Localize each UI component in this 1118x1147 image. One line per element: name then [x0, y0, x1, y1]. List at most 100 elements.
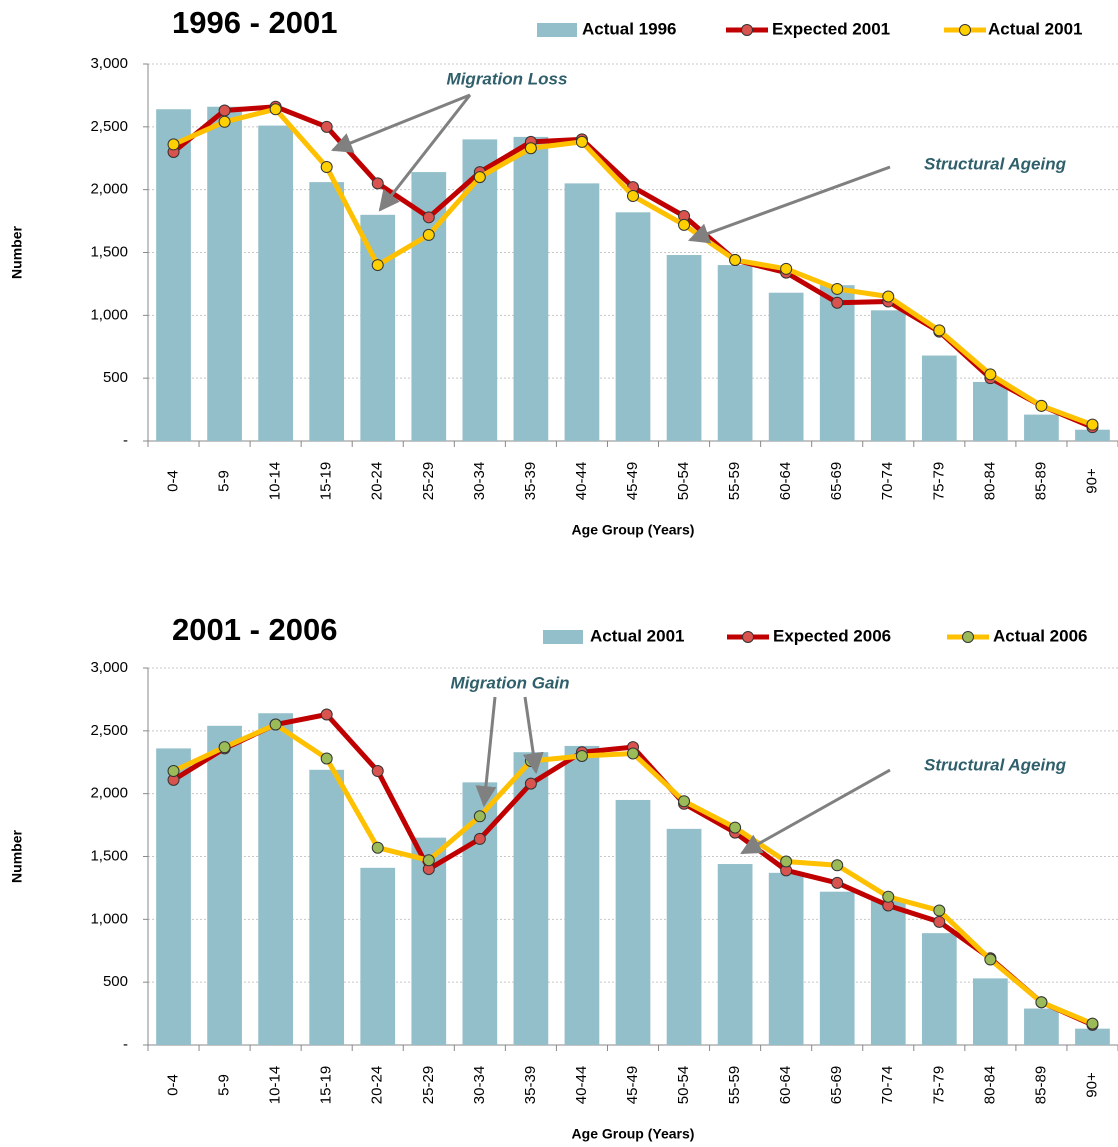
- x-tick-label: 65-69: [828, 1066, 845, 1104]
- y-axis-label: Number: [9, 226, 25, 279]
- x-tick-label: 35-39: [522, 1066, 539, 1104]
- bar: [973, 381, 1008, 441]
- bar: [768, 872, 804, 1045]
- x-tick-label: 25-29: [420, 1066, 437, 1104]
- x-tick-label: 20-24: [369, 462, 386, 500]
- legend-marker: [959, 24, 971, 36]
- bar: [870, 900, 906, 1045]
- line-marker: [218, 104, 231, 117]
- line-marker: [320, 120, 333, 133]
- line-marker: [831, 282, 844, 295]
- x-tick-label: 45-49: [624, 462, 641, 500]
- legend-label: Actual 2001: [590, 626, 685, 645]
- line-marker: [729, 254, 742, 267]
- bar: [921, 933, 957, 1045]
- bar: [1024, 1008, 1059, 1045]
- line-marker: [422, 228, 435, 241]
- x-tick-label: 55-59: [726, 462, 743, 500]
- bar: [717, 864, 753, 1045]
- line-marker: [831, 876, 844, 889]
- bar: [309, 182, 345, 442]
- bar: [156, 109, 191, 442]
- bar: [156, 748, 191, 1045]
- line-marker: [320, 708, 333, 721]
- annotation-arrow: [331, 93, 471, 153]
- x-tick-label: 50-54: [675, 462, 692, 500]
- y-tick-label: 500: [103, 973, 128, 990]
- x-tick-label: 20-24: [369, 1066, 386, 1104]
- line-marker: [269, 718, 282, 731]
- x-tick-label: 75-79: [930, 1066, 947, 1104]
- bar: [870, 310, 906, 441]
- y-tick-label: 2,500: [90, 118, 128, 135]
- x-tick-label: 70-74: [879, 462, 896, 500]
- bar: [564, 745, 600, 1045]
- annotation: Structural Ageing: [924, 755, 1067, 774]
- x-tick-label: 0-4: [164, 470, 181, 492]
- legend-label: Actual 2001: [988, 19, 1083, 38]
- annotation: Migration Loss: [447, 69, 568, 88]
- bar: [564, 183, 600, 441]
- bar: [615, 799, 651, 1045]
- line-marker: [422, 854, 435, 867]
- annotation: Structural Ageing: [924, 154, 1067, 173]
- annotation-arrow: [688, 165, 891, 244]
- bar: [360, 867, 396, 1045]
- y-tick-label: 1,000: [90, 306, 128, 323]
- x-tick-label: 90+: [1083, 468, 1100, 494]
- legend-swatch: [543, 630, 583, 644]
- bar: [819, 891, 855, 1045]
- x-tick-label: 85-89: [1032, 462, 1049, 500]
- x-tick-label: 45-49: [624, 1066, 641, 1104]
- y-tick-label: 1,000: [90, 910, 128, 927]
- legend-label: Expected 2006: [773, 626, 891, 645]
- line-marker: [780, 855, 793, 868]
- bar: [819, 285, 855, 441]
- bar: [207, 106, 242, 441]
- y-axis-label: Number: [9, 830, 25, 883]
- line-marker: [678, 795, 691, 808]
- annotation-arrow: [475, 696, 497, 808]
- line-marker: [320, 752, 333, 765]
- x-tick-label: 60-64: [777, 462, 794, 500]
- line-marker: [627, 189, 639, 202]
- x-tick-label: 55-59: [726, 1066, 743, 1104]
- bar: [309, 769, 345, 1045]
- bar: [207, 725, 242, 1045]
- line-marker: [984, 368, 997, 381]
- y-tick-label: -: [123, 432, 128, 449]
- x-axis-label: Age Group (Years): [572, 522, 695, 538]
- line-marker: [729, 821, 742, 834]
- annotation-arrow: [378, 94, 472, 212]
- bar: [1075, 1028, 1110, 1045]
- line-marker: [473, 810, 486, 823]
- legend-marker: [742, 631, 754, 643]
- x-tick-label: 10-14: [267, 1066, 284, 1104]
- x-tick-label: 50-54: [675, 1066, 692, 1104]
- y-tick-label: 3,000: [90, 55, 128, 72]
- x-axis-label: Age Group (Years): [572, 1126, 695, 1142]
- line-marker: [167, 765, 180, 778]
- x-tick-label: 5-9: [216, 1074, 233, 1096]
- bar: [666, 255, 702, 441]
- bar: [513, 136, 549, 442]
- y-tick-label: 1,500: [90, 847, 128, 864]
- line-marker: [1035, 399, 1048, 412]
- chart-title: 1996 - 2001: [172, 5, 337, 40]
- x-tick-label: 60-64: [777, 1066, 794, 1104]
- line-marker: [524, 142, 537, 155]
- legend-label: Actual 1996: [582, 19, 677, 38]
- y-tick-label: 2,000: [90, 785, 128, 802]
- line-marker: [831, 859, 844, 872]
- series-bars: [156, 106, 1110, 442]
- bar: [666, 828, 702, 1045]
- line-marker: [882, 890, 895, 903]
- chart-title: 2001 - 2006: [172, 612, 337, 647]
- annotation-arrow: [522, 696, 544, 775]
- x-tick-label: 15-19: [318, 462, 335, 500]
- x-tick-label: 85-89: [1032, 1066, 1049, 1104]
- x-tick-label: 15-19: [318, 1066, 335, 1104]
- legend-label: Actual 2006: [993, 626, 1088, 645]
- bar: [360, 214, 396, 441]
